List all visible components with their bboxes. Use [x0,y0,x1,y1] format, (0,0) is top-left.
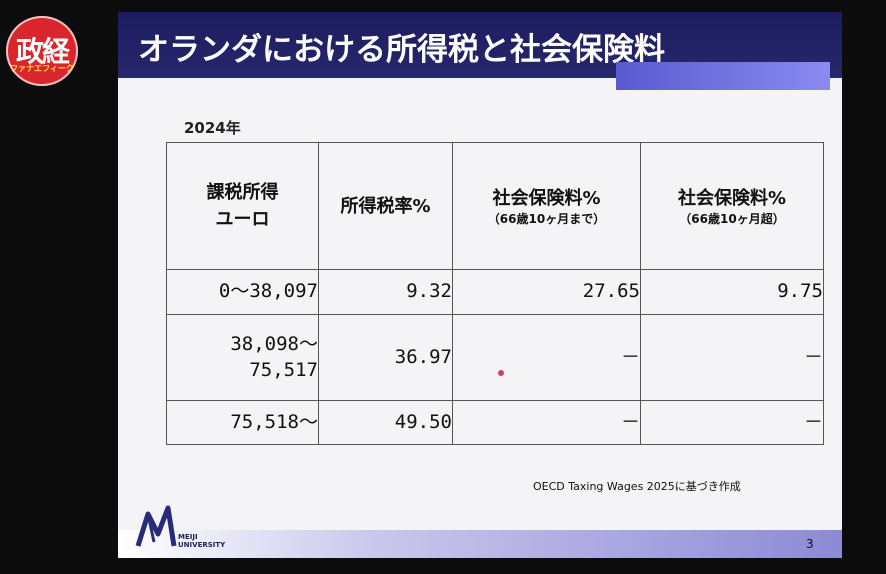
header-social-insurance-under: 社会保険料% （66歳10ヶ月まで） [452,142,641,270]
income-cell: 38,098～ 75,517 [166,314,319,401]
cell-text: 38,098～ [230,332,318,355]
year-label: 2024年 [184,119,241,137]
footer-bar [118,530,842,558]
slide-title: オランダにおける所得税と社会保険料 [138,32,665,68]
header-text: 課税所得 [206,182,279,203]
channel-logo: 政経 ファナエフィーク [6,16,78,86]
header-text: 社会保険料% [677,187,787,209]
table-row: 75,518～ 49.50 － － [166,400,824,445]
insurance-under-cell: 27.65 [452,269,641,315]
logo-main-text: 政経 [15,35,70,68]
table-header-row: 課税所得 ユーロ 所得税率% 社会保険料% （66歳10ヶ月まで） 社会保険料%… [166,142,824,270]
presentation-slide: オランダにおける所得税と社会保険料 2024年 課税所得 ユーロ 所得税率% 社… [118,12,842,558]
header-subtext: （66歳10ヶ月超） [679,211,785,226]
university-line: MEIJI [178,533,198,541]
header-subtext: （66歳10ヶ月まで） [487,211,606,226]
source-note: OECD Taxing Wages 2025に基づき作成 [533,480,741,493]
header-taxable-income: 課税所得 ユーロ [166,142,319,270]
income-cell: 75,518～ [166,400,319,445]
table-row: 38,098～ 75,517 36.97 － － [166,314,824,401]
logo-sub-text: ファナエフィーク [10,64,74,73]
meiji-logo-icon [135,505,177,547]
tax-rate-cell: 36.97 [318,314,453,401]
insurance-under-cell: － [452,400,641,445]
pointer-dot [498,370,504,376]
tax-rate-cell: 9.32 [318,269,453,315]
header-social-insurance-over: 社会保険料% （66歳10ヶ月超） [640,142,824,270]
header-income-tax-rate: 所得税率% [318,142,453,270]
insurance-over-cell: － [640,314,824,401]
tax-rate-cell: 49.50 [318,400,453,445]
insurance-over-cell: － [640,400,824,445]
university-line: UNIVERSITY [178,540,226,549]
university-name: MEIJI UNIVERSITY [178,533,226,549]
header-text: 社会保険料% [492,187,601,209]
insurance-under-cell: － [452,314,641,401]
cell-text: 0～38,097 [218,280,318,303]
table-row: 0～38,097 9.32 27.65 9.75 [166,269,824,315]
title-accent-bar [616,62,830,90]
page-number: 3 [806,537,814,551]
cell-text: 75,517 [249,358,318,381]
cell-text: 75,518～ [230,410,318,433]
income-cell: 0～38,097 [166,269,319,315]
header-text: 所得税率% [340,195,431,217]
insurance-over-cell: 9.75 [640,269,824,315]
header-text: ユーロ [215,209,270,230]
tax-table: 課税所得 ユーロ 所得税率% 社会保険料% （66歳10ヶ月まで） 社会保険料%… [166,142,824,445]
